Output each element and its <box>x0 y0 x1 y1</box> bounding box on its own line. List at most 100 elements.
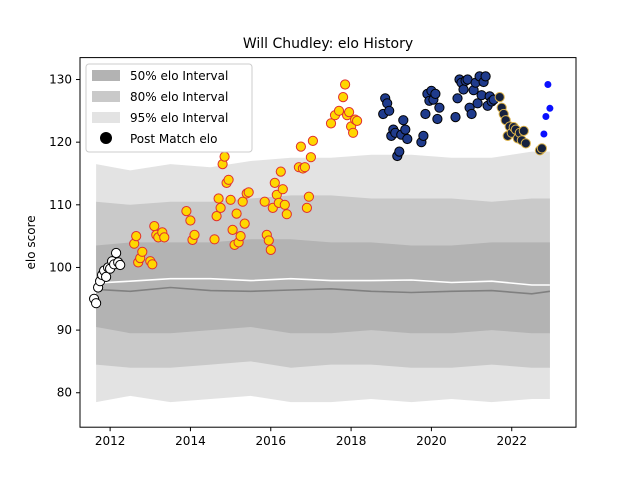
elo-point <box>263 235 274 246</box>
elo-point <box>149 221 160 232</box>
elo-point <box>219 151 230 162</box>
elo-point <box>239 218 250 229</box>
legend-swatch-80 <box>92 91 120 102</box>
interval-bands <box>96 151 551 403</box>
legend-box <box>85 63 253 153</box>
elo-point <box>111 247 122 259</box>
elo-point <box>101 271 112 282</box>
elo-point <box>301 202 312 213</box>
legend-swatch-50 <box>92 70 120 81</box>
y-tick-label: 120 <box>49 135 72 149</box>
elo-point <box>432 113 443 125</box>
x-tick-label: 2012 <box>95 434 126 448</box>
legend: 50% elo Interval 80% elo Interval 95% el… <box>85 63 253 153</box>
elo-point <box>520 138 531 149</box>
elo-point <box>269 177 280 188</box>
elo-point <box>225 194 236 205</box>
elo-point <box>185 215 196 226</box>
elo-point <box>189 229 200 240</box>
elo-point <box>352 115 363 127</box>
elo-point <box>299 162 310 173</box>
elo-point <box>213 193 224 204</box>
elo-point <box>472 98 483 109</box>
elo-point <box>223 174 234 185</box>
y-axis-ticks: 80 90 100 110 120 130 <box>49 73 80 400</box>
elo-point <box>518 125 529 136</box>
elo-point <box>265 244 276 255</box>
elo-point <box>494 92 505 103</box>
legend-label-95: 95% elo Interval <box>130 111 228 125</box>
elo-point <box>480 71 491 82</box>
legend-label-post-match: Post Match elo <box>130 132 217 146</box>
elo-point <box>235 231 246 242</box>
elo-point <box>466 108 477 120</box>
elo-point <box>231 208 242 219</box>
elo-point <box>344 107 355 118</box>
x-tick-label: 2020 <box>416 434 447 448</box>
plot-frame <box>79 57 577 428</box>
elo-point <box>147 259 158 270</box>
chart-title: Will Chudley: elo History <box>243 36 413 52</box>
elo-point <box>458 84 469 95</box>
elo-point <box>325 118 337 129</box>
elo-point <box>420 108 431 120</box>
elo-point <box>159 232 170 243</box>
elo-point <box>536 143 548 154</box>
y-axis-label: elo score <box>24 215 38 269</box>
mean-elo-line <box>96 277 550 286</box>
elo-point <box>384 105 395 116</box>
legend-label-80: 80% elo Interval <box>130 90 228 104</box>
y-tick-label: 110 <box>49 198 72 212</box>
x-tick-label: 2014 <box>175 434 206 448</box>
elo-point <box>398 115 409 126</box>
elo-point <box>181 206 192 217</box>
elo-point <box>237 196 248 207</box>
legend-swatch-95 <box>92 112 120 123</box>
elo-point <box>338 92 349 103</box>
elo-point <box>394 146 405 157</box>
elo-point <box>115 259 126 271</box>
x-axis-ticks: 2012 2014 2016 2018 2020 2022 <box>95 427 527 448</box>
elo-point <box>430 88 441 100</box>
elo-point <box>544 81 552 88</box>
elo-point <box>305 152 316 163</box>
elo-point <box>281 209 292 220</box>
elo-point <box>275 166 286 177</box>
elo-point <box>303 191 314 202</box>
elo-point <box>546 104 554 112</box>
elo-point <box>277 184 288 195</box>
x-tick-label: 2022 <box>496 434 527 448</box>
elo-point <box>340 79 351 90</box>
elo-point <box>209 234 220 245</box>
elo-point <box>542 113 550 120</box>
elo-point <box>279 199 290 210</box>
elo-point <box>91 298 102 309</box>
y-tick-label: 80 <box>57 386 72 400</box>
legend-label-50: 50% elo Interval <box>130 69 228 83</box>
elo-point <box>333 105 345 116</box>
elo-point <box>259 196 270 207</box>
elo-point <box>540 130 548 138</box>
elo-point <box>307 135 318 146</box>
elo-point <box>402 133 413 145</box>
elo-point <box>418 130 429 141</box>
y-tick-label: 100 <box>49 260 72 274</box>
x-tick-label: 2018 <box>336 434 367 448</box>
elo-point <box>295 141 306 152</box>
elo-point <box>400 124 411 135</box>
x-tick-label: 2016 <box>255 434 286 448</box>
elo-point <box>452 93 463 104</box>
y-tick-label: 90 <box>57 323 72 337</box>
elo-point <box>215 202 226 213</box>
elo-point <box>450 112 461 123</box>
elo-point <box>348 127 359 138</box>
elo-point <box>131 231 142 242</box>
band-50-interval <box>96 239 550 334</box>
elo-point <box>211 211 222 222</box>
elo-point <box>227 224 238 235</box>
elo-point <box>137 246 148 257</box>
elo-point <box>434 102 445 113</box>
y-tick-label: 130 <box>49 73 72 87</box>
median-elo-line <box>96 286 551 295</box>
